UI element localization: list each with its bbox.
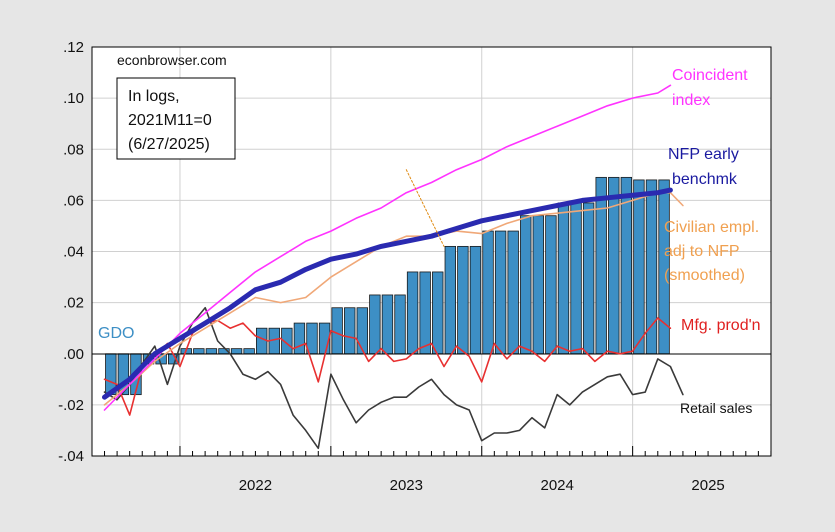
- x-tick-label: 2024: [541, 477, 574, 494]
- label-gdo: GDO: [98, 325, 134, 342]
- note-line-2: 2021M11=0: [128, 112, 212, 129]
- gdo-bar: [570, 202, 582, 355]
- dashed-line: [405, 169, 445, 247]
- y-tick-label: .04: [63, 244, 84, 261]
- gdo-bar: [432, 271, 444, 355]
- y-axis-labels: .12 .10 .08 .06 .04 .02 .00 -.02 -.04: [58, 39, 84, 465]
- note-line-3: (6/27/2025): [128, 136, 210, 153]
- gdo-bar: [406, 271, 419, 355]
- coincident-index-line: [103, 84, 672, 411]
- y-tick-label: .12: [63, 39, 84, 56]
- note-line-1: In logs,: [128, 88, 180, 105]
- retail-sales-line: [103, 306, 684, 450]
- label-civilian-1: Civilian empl.: [664, 219, 759, 236]
- gdo-bar: [595, 176, 607, 355]
- gdo-bar: [205, 348, 218, 355]
- gdo-bar: [256, 327, 268, 355]
- gdo-bar: [494, 230, 507, 355]
- label-coincident-1: Coincident: [672, 67, 748, 84]
- y-tick-label: .06: [63, 192, 84, 209]
- gdo-bar: [369, 294, 381, 355]
- gdo-bar: [507, 230, 519, 355]
- label-civilian-3: (smoothed): [664, 267, 745, 284]
- gdo-bar: [444, 245, 456, 355]
- x-tick-label: 2023: [390, 477, 423, 494]
- gdo-bar: [356, 307, 368, 355]
- x-axis-ticks: [104, 446, 772, 456]
- note-box: [116, 77, 236, 160]
- y-tick-label: .02: [63, 295, 84, 312]
- gdo-bar: [381, 294, 394, 355]
- gdo-bar: [645, 179, 658, 355]
- y-tick-label: -.04: [58, 448, 84, 465]
- gdo-bar: [193, 348, 205, 355]
- gdo-bar: [230, 348, 243, 355]
- y-tick-label: .08: [63, 141, 84, 158]
- gdo-bar: [331, 307, 343, 355]
- gdo-bar: [344, 307, 356, 355]
- gdo-bar: [608, 176, 620, 355]
- gdo-bar: [469, 245, 482, 355]
- gdo-bar: [582, 202, 595, 355]
- civilian-empl-line: [103, 191, 684, 406]
- y-tick-label: -.02: [58, 397, 84, 414]
- label-mfg: Mfg. prod'n: [681, 317, 761, 334]
- source-label: econbrowser.com: [117, 52, 227, 68]
- gdo-bar: [532, 215, 545, 355]
- label-coincident-2: index: [672, 92, 710, 109]
- gdo-bar: [633, 179, 645, 355]
- x-tick-label: 2022: [239, 477, 272, 494]
- x-tick-label: 2025: [691, 477, 724, 494]
- gdo-bar: [394, 294, 406, 355]
- x-axis-labels: 2022 2023 2024 2025: [239, 477, 725, 494]
- nfp-line: [102, 187, 673, 400]
- gdo-bar: [419, 271, 431, 355]
- series-lines: [102, 84, 684, 450]
- gdo-bar: [545, 215, 557, 355]
- label-nfp-1: NFP early: [668, 146, 739, 163]
- gdo-bar: [457, 245, 469, 355]
- label-retail: Retail sales: [680, 400, 752, 416]
- label-nfp-2: benchmk: [672, 171, 738, 188]
- gdo-bar: [293, 322, 306, 355]
- gdo-bar: [557, 202, 570, 355]
- y-tick-label: .10: [63, 90, 84, 107]
- gdo-bar: [243, 348, 255, 355]
- y-tick-label: .00: [63, 346, 84, 363]
- gdo-bar: [482, 230, 494, 355]
- label-civilian-2: adj to NFP: [664, 243, 740, 260]
- gdo-bar: [520, 215, 532, 355]
